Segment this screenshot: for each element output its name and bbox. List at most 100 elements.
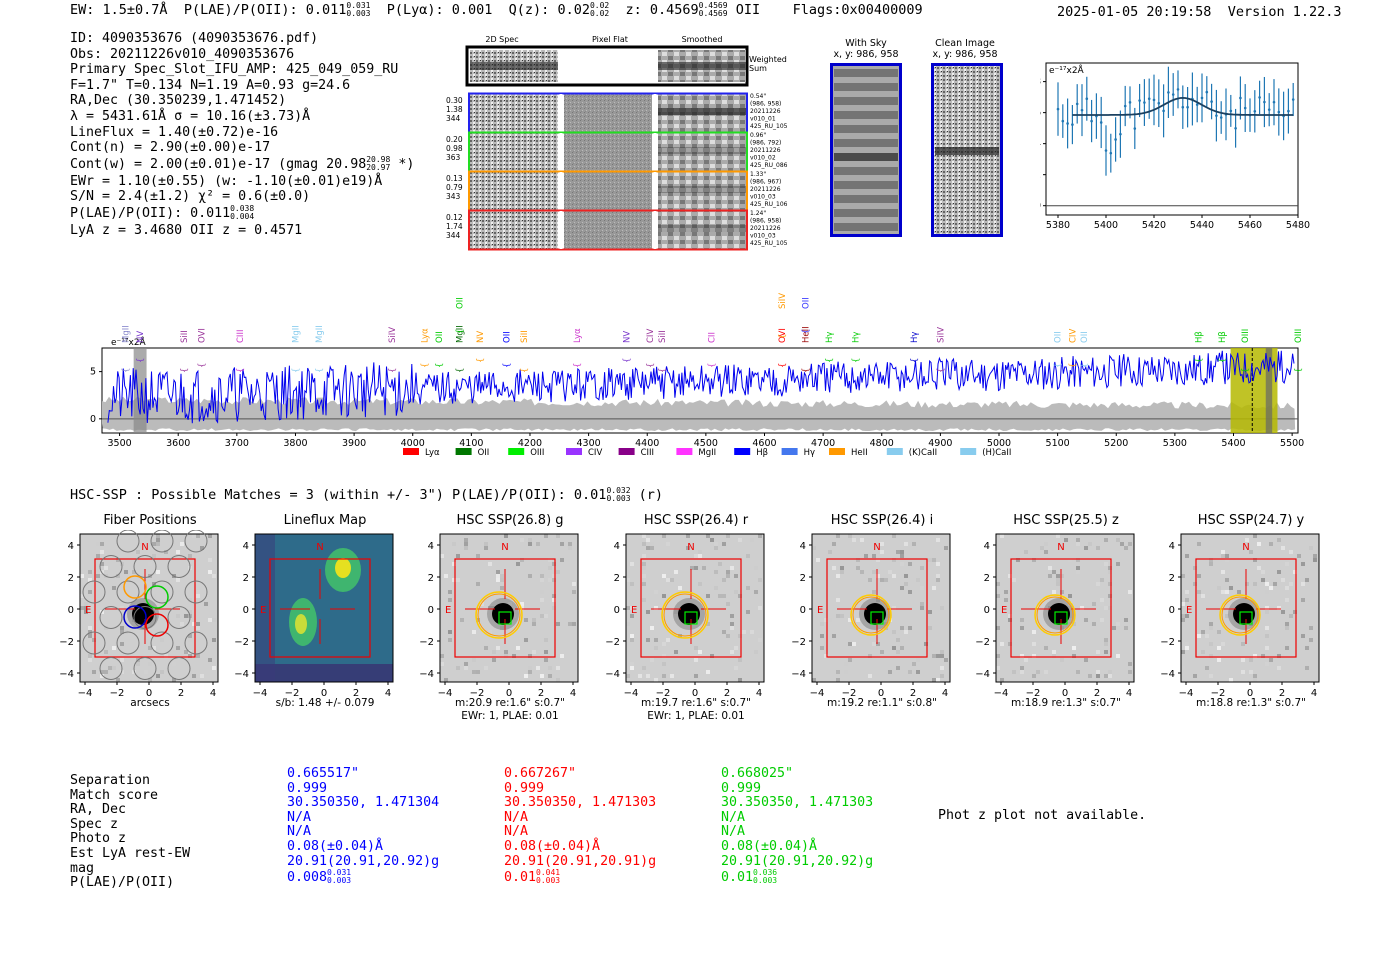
spec2d-row-right-label: (986, 967) [750, 179, 781, 186]
emission-line-label: OII { [503, 331, 513, 368]
cutout-aperture-box [826, 558, 928, 658]
svg-text:Lyα: Lyα [420, 328, 430, 343]
cutout-image: N E 4 2 0 −2 −4 −4 −2 0 2 4 [605, 533, 765, 699]
emission-line-label: OVI{ [778, 328, 788, 368]
cutout-ytick: 0 [614, 605, 620, 616]
spec2d-row-left-label: 363 [446, 153, 461, 162]
header-flags: Flags:0x00400009 [792, 2, 923, 18]
fiber-circle [133, 606, 157, 629]
info-fwhm: F=1.7" T=0.134 N=1.19 A=0.93 g=24.6 [70, 77, 351, 93]
cutout-xtick: 2 [353, 688, 359, 699]
spec2d-panel: 2D Spec Pixel Flat Smoothed Weighted Sum … [446, 35, 788, 251]
emission-line-label: SiII { [658, 330, 668, 373]
svg-text:{: { [802, 329, 812, 334]
emission-line-label: NV { [476, 331, 486, 363]
spec2d-row-flat [564, 172, 652, 210]
info-obs: Obs: 20211226v010_4090353676 [70, 46, 295, 62]
legend-item: (H)CaII [960, 448, 1011, 458]
svg-text:Hγ: Hγ [825, 332, 835, 343]
spec2d-row-smoothed [658, 211, 746, 249]
cutout-ytick: 0 [1169, 605, 1175, 616]
fiber-circle [184, 530, 208, 553]
fiber-circle [116, 580, 140, 604]
header-qz: Q(z): 0.02 [508, 2, 590, 18]
cutout-ytick: 0 [800, 605, 806, 616]
emission-line-label: MgII { [315, 325, 325, 373]
cutout-ytick: 2 [243, 573, 249, 584]
cutout-xtick: 0 [1062, 688, 1068, 699]
svg-text:{: { [1054, 363, 1064, 368]
label-photoz: Photo z [70, 831, 127, 847]
compass-east: E [817, 605, 823, 616]
spec2d-title-smoothed: Smoothed [682, 35, 723, 44]
cutout-ytick: 0 [243, 605, 249, 616]
cutout-aperture-box [640, 558, 742, 658]
svg-text:(K)CaII: (K)CaII [909, 448, 937, 458]
cutout-ytick: 4 [1169, 541, 1175, 552]
spec2d-row-left-label: 0.13 [446, 174, 463, 183]
svg-text:SiII: SiII [520, 330, 530, 343]
svg-text:{: { [623, 358, 633, 363]
fiber-circle [82, 580, 106, 604]
header-plya: P(Lyα): 0.001 [386, 2, 493, 18]
header-version: Version 1.22.3 [1227, 4, 1342, 20]
cutout-xtick: 4 [1311, 688, 1317, 699]
svg-text:{: { [456, 368, 466, 373]
svg-text:{: { [802, 368, 812, 373]
full-spec-masked-region [133, 348, 147, 433]
full-spec-xtick: 4200 [518, 438, 542, 449]
full-spec-xtick: 4700 [811, 438, 835, 449]
cutout-title: Lineflux Map [283, 513, 367, 528]
svg-text:CIV: CIV [646, 329, 656, 343]
fit-plot-ytick: 4 [1040, 139, 1041, 150]
match-marker [1239, 611, 1253, 625]
emission-line-label: OVI{ [198, 328, 208, 368]
emission-line-label: OIII { [1241, 329, 1251, 373]
fit-plot-xtick: 5460 [1238, 220, 1262, 231]
sky-stripe [834, 167, 898, 175]
cutout-ytick: −4 [1160, 669, 1175, 680]
cutout-ytick: 2 [1169, 573, 1175, 584]
cutout-ytick: 2 [984, 573, 990, 584]
fiber-circle [99, 555, 123, 578]
cutout-ytick: 0 [984, 605, 990, 616]
full-spec-xtick: 4100 [459, 438, 483, 449]
cutout-xtick: 2 [724, 688, 730, 699]
cutout-caption: m:20.9 re:1.6" s:0.7" EWr: 1, PLAE: 0.01 [455, 697, 565, 722]
cutout-ytick: 0 [428, 605, 434, 616]
cutout-xtick: 2 [910, 688, 916, 699]
label-specz: Spec z [70, 816, 119, 832]
spec2d-row-right-label: 20211226 [750, 186, 781, 193]
emission-line-label: NV { [136, 331, 146, 363]
cutout-xtick: 2 [1279, 688, 1285, 699]
cutout-xtick: 4 [942, 688, 948, 699]
compass-east: E [631, 605, 637, 616]
spec2d-row-left-label: 0.98 [446, 144, 463, 153]
full-spec-xtick: 3600 [166, 438, 190, 449]
spec2d-row-frame [468, 209, 748, 251]
svg-text:OVI: OVI [778, 328, 788, 343]
cutout-xtick: 4 [385, 688, 391, 699]
spec2d-row-right-label: v010_03 [750, 194, 776, 201]
compass-north: N [501, 542, 508, 553]
svg-text:Hβ: Hβ [1194, 331, 1204, 343]
cutout-ytick: 2 [800, 573, 806, 584]
cutout-image: N E 4 2 0 −2 −4 −4 −2 0 2 4 [234, 533, 394, 699]
svg-text:(H)CaII: (H)CaII [982, 448, 1011, 458]
fit-plot-ytick: 6 [1040, 108, 1041, 119]
spec2d-row-right-label: 20211226 [750, 147, 781, 154]
cutout-image: N E 4 2 0 −2 −4 −4 −2 0 2 4 [791, 533, 951, 699]
cutout-xtick: −2 [470, 688, 485, 699]
svg-text:NV: NV [136, 331, 146, 343]
svg-text:CIII: CIII [236, 330, 246, 343]
cutout-title: HSC SSP(26.4) r [643, 513, 749, 528]
full-spec-xtick: 4000 [401, 438, 425, 449]
sky-stripe [834, 111, 898, 119]
full-spec-xtick: 4400 [635, 438, 659, 449]
compass-east: E [85, 605, 91, 616]
label-lya-ew: Est LyA rest-EW [70, 845, 191, 861]
cutout-xtick: −4 [253, 688, 268, 699]
header-plae: P(LAE)/P(OII): 0.011 [183, 2, 347, 18]
compass-north: N [1057, 542, 1064, 553]
fiber-circle [167, 606, 191, 629]
